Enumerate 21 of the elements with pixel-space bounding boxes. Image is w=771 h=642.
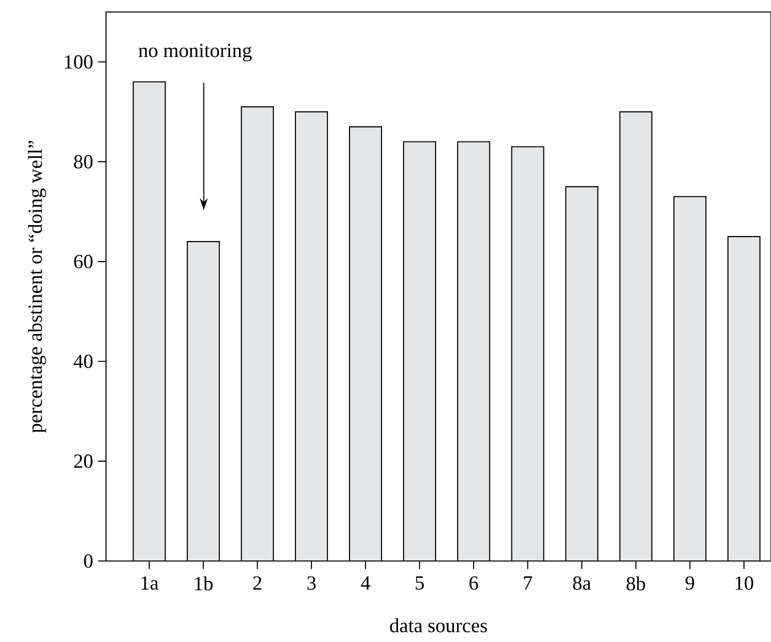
y-tick-label: 100 [65,55,93,69]
y-tick-label: 40 [74,354,93,368]
x-tick-label: 7 [524,576,532,590]
x-tick-label: 1b [195,576,213,590]
y-tick-label: 60 [74,254,93,268]
x-tick-label: 9 [686,576,694,590]
x-tick-label: 4 [360,576,370,590]
x-tick-label: 8a [573,576,591,590]
x-tick-label: 5 [416,576,424,590]
x-tick-label: 8b [626,576,646,590]
x-tick-label: 6 [470,576,478,590]
y-tick-label: 80 [74,154,93,168]
x-tick-label: 2 [253,576,262,590]
x-axis-title: data sources [390,618,487,632]
y-tick-label: 0 [84,554,93,568]
x-tick-label: 1a [142,576,158,590]
x-tick-label: 10 [736,576,754,590]
x-tick-label: 3 [307,576,316,590]
annotation: no monitoring [138,44,252,62]
y-axis-title: percentage abstinent or “doing well” [28,140,46,433]
y-tick-label: 20 [74,454,93,468]
